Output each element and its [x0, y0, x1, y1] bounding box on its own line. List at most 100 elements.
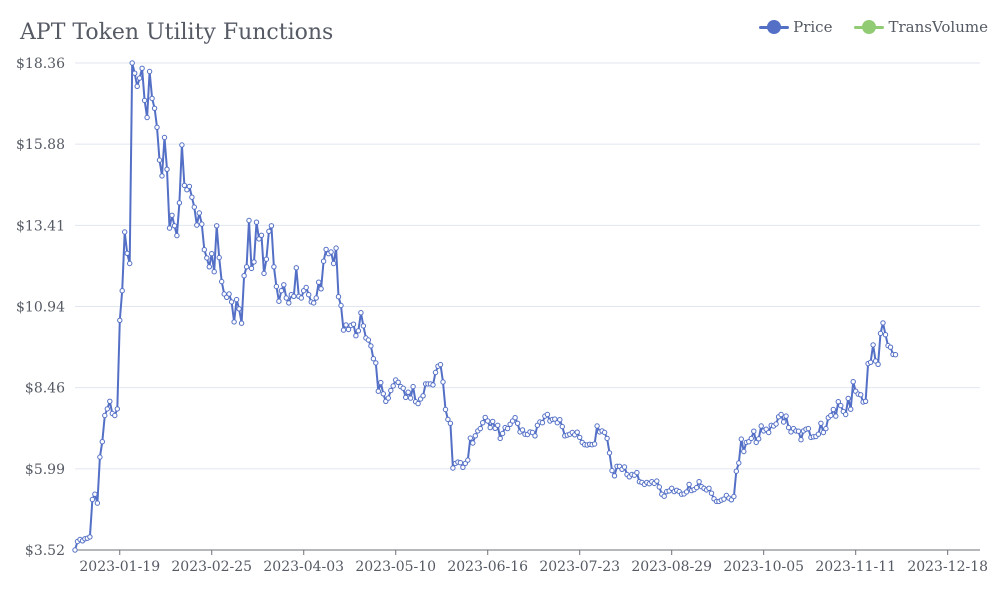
data-point[interactable]: [263, 256, 270, 262]
data-point[interactable]: [258, 232, 265, 239]
data-point[interactable]: [136, 75, 143, 81]
data-point[interactable]: [380, 391, 386, 397]
data-point[interactable]: [97, 454, 103, 460]
data-point[interactable]: [430, 382, 436, 388]
data-point[interactable]: [420, 393, 426, 399]
data-point[interactable]: [591, 441, 598, 447]
data-point[interactable]: [179, 142, 185, 148]
data-point[interactable]: [127, 260, 133, 267]
data-point[interactable]: [410, 383, 416, 390]
data-point[interactable]: [226, 291, 232, 297]
data-point[interactable]: [601, 429, 608, 436]
data-point[interactable]: [107, 398, 113, 404]
data-point[interactable]: [144, 114, 150, 121]
data-point[interactable]: [751, 428, 757, 434]
data-point[interactable]: [442, 406, 449, 413]
data-point[interactable]: [191, 204, 198, 210]
data-point[interactable]: [358, 310, 364, 316]
data-point[interactable]: [94, 500, 101, 506]
data-point[interactable]: [875, 361, 881, 367]
data-point[interactable]: [122, 229, 128, 235]
data-point[interactable]: [388, 387, 394, 394]
data-point[interactable]: [867, 359, 874, 365]
data-point[interactable]: [129, 60, 135, 66]
data-point[interactable]: [139, 65, 145, 72]
data-point[interactable]: [504, 425, 511, 432]
data-point[interactable]: [594, 423, 600, 429]
data-point[interactable]: [243, 264, 250, 270]
data-point[interactable]: [850, 379, 856, 385]
data-point[interactable]: [818, 420, 824, 426]
data-point[interactable]: [407, 395, 414, 401]
data-point[interactable]: [189, 194, 195, 200]
data-point[interactable]: [368, 343, 374, 349]
data-point[interactable]: [328, 249, 334, 255]
data-point[interactable]: [532, 433, 538, 439]
data-point[interactable]: [124, 250, 130, 257]
data-point[interactable]: [194, 222, 200, 228]
data-point[interactable]: [313, 295, 319, 301]
data-point[interactable]: [823, 425, 829, 432]
data-point[interactable]: [112, 412, 118, 419]
data-point[interactable]: [830, 406, 836, 413]
data-point[interactable]: [490, 418, 496, 425]
data-point[interactable]: [373, 360, 379, 366]
data-point[interactable]: [238, 320, 245, 326]
data-point[interactable]: [741, 448, 747, 455]
data-point[interactable]: [164, 166, 170, 173]
data-point[interactable]: [892, 352, 899, 358]
data-point[interactable]: [708, 490, 715, 496]
data-point[interactable]: [261, 270, 267, 277]
data-point[interactable]: [338, 302, 344, 309]
data-point[interactable]: [181, 182, 188, 189]
data-point[interactable]: [291, 293, 297, 299]
data-point[interactable]: [233, 296, 240, 303]
data-point[interactable]: [405, 389, 411, 395]
legend-item-price[interactable]: Price: [759, 18, 832, 36]
data-point[interactable]: [833, 413, 839, 419]
data-point[interactable]: [253, 219, 260, 225]
data-point[interactable]: [838, 402, 844, 409]
data-point[interactable]: [609, 467, 615, 474]
data-point[interactable]: [512, 415, 518, 421]
data-point[interactable]: [815, 431, 822, 437]
data-point[interactable]: [92, 491, 98, 497]
data-point[interactable]: [385, 395, 391, 401]
data-point[interactable]: [186, 183, 193, 190]
data-point[interactable]: [415, 400, 421, 407]
data-point[interactable]: [795, 428, 802, 434]
data-point[interactable]: [882, 332, 889, 338]
data-point[interactable]: [395, 379, 401, 385]
data-point[interactable]: [604, 435, 610, 442]
data-point[interactable]: [151, 105, 158, 112]
data-point[interactable]: [266, 228, 272, 235]
data-point[interactable]: [450, 465, 456, 471]
data-point[interactable]: [286, 300, 292, 306]
data-point[interactable]: [306, 292, 312, 298]
data-point[interactable]: [161, 134, 168, 141]
data-point[interactable]: [104, 406, 111, 412]
data-point[interactable]: [241, 273, 247, 279]
data-point[interactable]: [748, 435, 754, 442]
data-point[interactable]: [219, 278, 225, 285]
data-point[interactable]: [174, 232, 180, 239]
data-point[interactable]: [773, 421, 779, 427]
data-point[interactable]: [753, 439, 759, 446]
data-point[interactable]: [378, 379, 384, 386]
data-point[interactable]: [141, 97, 148, 104]
data-point[interactable]: [271, 264, 277, 270]
data-point[interactable]: [843, 411, 849, 418]
data-point[interactable]: [848, 406, 854, 412]
data-point[interactable]: [403, 394, 409, 401]
data-point[interactable]: [201, 247, 208, 253]
data-point[interactable]: [557, 417, 563, 423]
data-point[interactable]: [758, 423, 764, 429]
data-point[interactable]: [437, 361, 444, 368]
data-point[interactable]: [99, 439, 106, 445]
data-point[interactable]: [696, 479, 702, 485]
data-point[interactable]: [574, 429, 580, 435]
data-point[interactable]: [216, 254, 222, 261]
data-point[interactable]: [721, 496, 727, 502]
data-point[interactable]: [204, 255, 210, 261]
data-point[interactable]: [835, 399, 841, 405]
